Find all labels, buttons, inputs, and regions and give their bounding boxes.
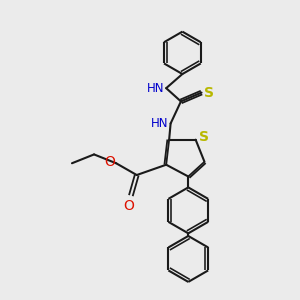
Text: O: O <box>123 199 134 213</box>
Text: O: O <box>104 155 115 169</box>
Text: HN: HN <box>151 117 168 130</box>
Text: S: S <box>199 130 208 144</box>
Text: HN: HN <box>147 82 165 95</box>
Text: S: S <box>204 85 214 100</box>
